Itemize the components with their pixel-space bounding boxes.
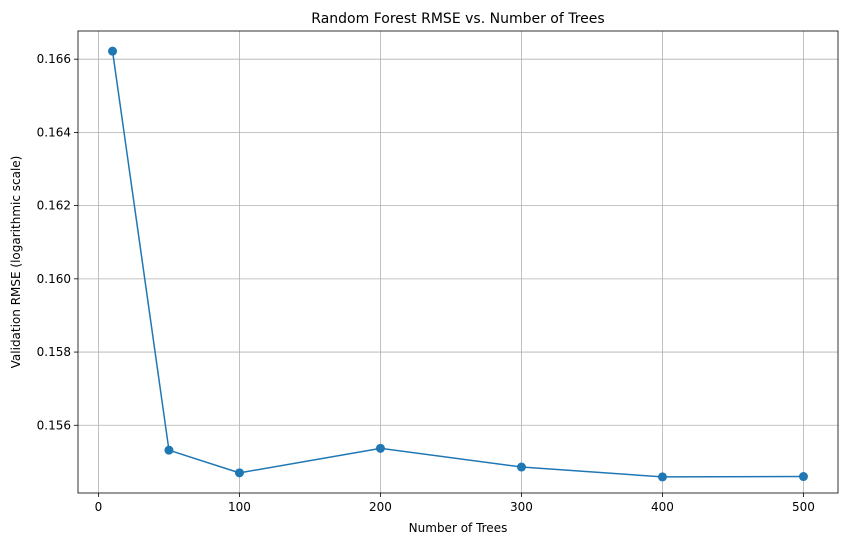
data-point (516, 462, 526, 472)
x-tick-label: 0 (95, 500, 103, 514)
data-point (798, 472, 808, 482)
x-tick-label: 400 (651, 500, 674, 514)
data-point (164, 445, 174, 455)
data-point (108, 46, 118, 56)
chart-title: Random Forest RMSE vs. Number of Trees (311, 11, 604, 27)
y-tick-label: 0.158 (37, 345, 71, 359)
x-axis-label: Number of Trees (409, 521, 508, 535)
y-axis-label: Validation RMSE (logarithmic scale) (9, 156, 23, 369)
plot-frame (77, 30, 839, 494)
data-point (657, 472, 667, 482)
y-tick-label: 0.164 (37, 125, 71, 139)
y-tick-label: 0.162 (37, 199, 71, 213)
x-tick-label: 200 (369, 500, 392, 514)
x-tick-label: 500 (792, 500, 815, 514)
y-tick-label: 0.156 (37, 418, 71, 432)
data-point (234, 468, 244, 478)
x-tick-label: 300 (510, 500, 533, 514)
axes: 0 100 200 300 400 500 0.156 0.158 0.160 0.162 0.16… (37, 30, 839, 514)
series-line (111, 51, 804, 478)
y-tick-label: 0.166 (37, 52, 71, 66)
series-layer (108, 46, 808, 482)
y-tick-label: 0.160 (37, 272, 71, 286)
data-point (375, 443, 385, 453)
grid (78, 31, 838, 493)
x-tick-label: 100 (228, 500, 251, 514)
